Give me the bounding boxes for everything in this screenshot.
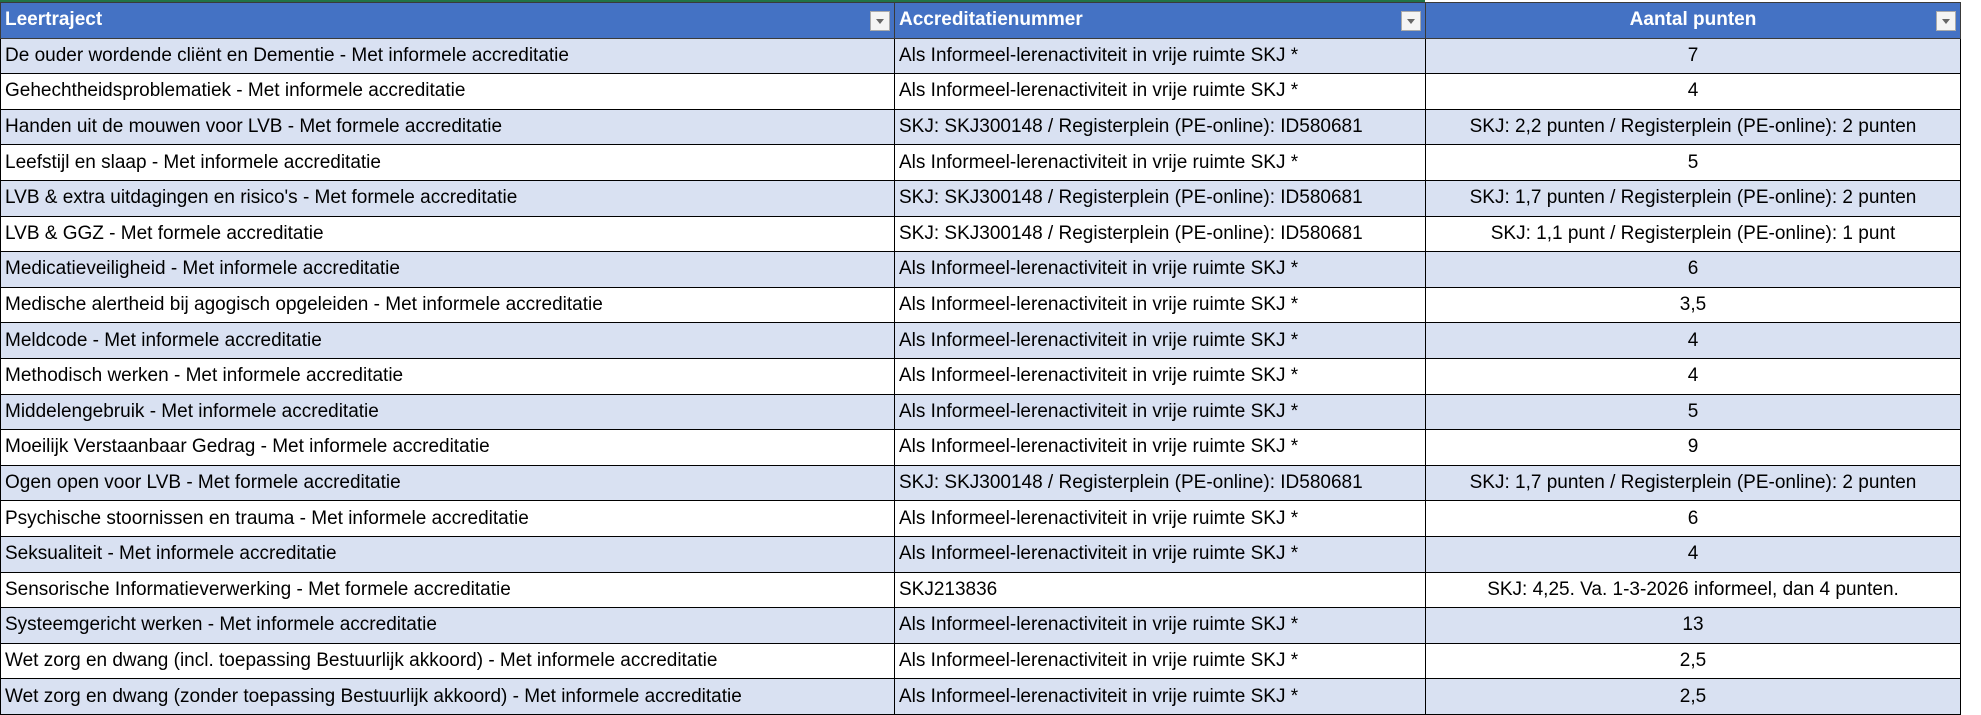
table-row: Wet zorg en dwang (zonder toepassing Bes… — [0, 678, 1961, 715]
cell-aantal-punten[interactable]: SKJ: 1,7 punten / Registerplein (PE-onli… — [1425, 179, 1961, 217]
table-row: Moeilijk Verstaanbaar Gedrag - Met infor… — [0, 429, 1961, 466]
cell-aantal-punten[interactable]: 4 — [1425, 73, 1961, 110]
filter-dropdown-icon[interactable] — [1401, 11, 1421, 31]
table-row: Gehechtheidsproblematiek - Met informele… — [0, 73, 1961, 110]
table-row: Middelengebruik - Met informele accredit… — [0, 393, 1961, 431]
cell-aantal-punten[interactable]: 6 — [1425, 500, 1961, 537]
cell-leertraject[interactable]: LVB & extra uitdagingen en risico's - Me… — [0, 179, 895, 217]
cell-leertraject[interactable]: Seksualiteit - Met informele accreditati… — [0, 535, 895, 573]
cell-aantal-punten[interactable]: SKJ: 1,1 punt / Registerplein (PE-online… — [1425, 215, 1961, 253]
cell-aantal-punten[interactable]: 4 — [1425, 322, 1961, 359]
cell-leertraject[interactable]: Leefstijl en slaap - Met informele accre… — [0, 144, 895, 181]
cell-aantal-punten[interactable]: 5 — [1425, 393, 1961, 431]
table-row: Systeemgericht werken - Met informele ac… — [0, 607, 1961, 644]
cell-accreditatienummer[interactable]: Als Informeel-lerenactiviteit in vrije r… — [894, 642, 1426, 680]
cell-leertraject[interactable]: Wet zorg en dwang (zonder toepassing Bes… — [0, 678, 895, 715]
table-row: Leefstijl en slaap - Met informele accre… — [0, 144, 1961, 181]
table-row: Meldcode - Met informele accreditatie Als… — [0, 322, 1961, 359]
cell-accreditatienummer[interactable]: SKJ: SKJ300148 / Registerplein (PE-onlin… — [894, 108, 1426, 146]
cell-leertraject[interactable]: De ouder wordende cliënt en Dementie - M… — [0, 37, 895, 75]
header-label: Accreditatienummer — [899, 9, 1083, 31]
cell-leertraject[interactable]: Moeilijk Verstaanbaar Gedrag - Met infor… — [0, 429, 895, 466]
cell-leertraject[interactable]: Handen uit de mouwen voor LVB - Met form… — [0, 108, 895, 146]
table-row: LVB & GGZ - Met formele accreditatie SKJ:… — [0, 215, 1961, 253]
cell-leertraject[interactable]: Psychische stoornissen en trauma - Met i… — [0, 500, 895, 537]
header-label: Aantal punten — [1629, 9, 1757, 31]
cell-accreditatienummer[interactable]: Als Informeel-lerenactiviteit in vrije r… — [894, 535, 1426, 573]
cell-accreditatienummer[interactable]: Als Informeel-lerenactiviteit in vrije r… — [894, 429, 1426, 466]
cell-leertraject[interactable]: Wet zorg en dwang (incl. toepassing Best… — [0, 642, 895, 680]
cell-accreditatienummer[interactable]: Als Informeel-lerenactiviteit in vrije r… — [894, 357, 1426, 395]
cell-leertraject[interactable]: Ogen open voor LVB - Met formele accredi… — [0, 464, 895, 502]
table-row: LVB & extra uitdagingen en risico's - Me… — [0, 179, 1961, 217]
cell-aantal-punten[interactable]: 6 — [1425, 251, 1961, 288]
selection-top-border — [0, 0, 1425, 2]
cell-accreditatienummer[interactable]: Als Informeel-lerenactiviteit in vrije r… — [894, 144, 1426, 181]
cell-aantal-punten[interactable]: 2,5 — [1425, 678, 1961, 715]
cell-accreditatienummer[interactable]: Als Informeel-lerenactiviteit in vrije r… — [894, 286, 1426, 324]
filter-dropdown-icon[interactable] — [1936, 11, 1956, 31]
cell-accreditatienummer[interactable]: SKJ213836 — [894, 571, 1426, 609]
table-row: De ouder wordende cliënt en Dementie - M… — [0, 37, 1961, 75]
cell-leertraject[interactable]: Meldcode - Met informele accreditatie — [0, 322, 895, 359]
table-row: Medische alertheid bij agogisch opgeleid… — [0, 286, 1961, 324]
header-row: Leertraject Accreditatienummer Aantal pu… — [0, 2, 1961, 39]
cell-accreditatienummer[interactable]: Als Informeel-lerenactiviteit in vrije r… — [894, 37, 1426, 75]
cell-aantal-punten[interactable]: SKJ: 4,25. Va. 1-3-2026 informeel, dan 4… — [1425, 571, 1961, 609]
cell-aantal-punten[interactable]: 4 — [1425, 535, 1961, 573]
cell-leertraject[interactable]: Medische alertheid bij agogisch opgeleid… — [0, 286, 895, 324]
cell-leertraject[interactable]: Gehechtheidsproblematiek - Met informele… — [0, 73, 895, 110]
cell-accreditatienummer[interactable]: Als Informeel-lerenactiviteit in vrije r… — [894, 251, 1426, 288]
header-leertraject[interactable]: Leertraject — [0, 2, 895, 39]
cell-leertraject[interactable]: Middelengebruik - Met informele accredit… — [0, 393, 895, 431]
cell-aantal-punten[interactable]: 7 — [1425, 37, 1961, 75]
cell-accreditatienummer[interactable]: Als Informeel-lerenactiviteit in vrije r… — [894, 500, 1426, 537]
cell-leertraject[interactable]: Sensorische Informatieverwerking - Met f… — [0, 571, 895, 609]
cell-accreditatienummer[interactable]: SKJ: SKJ300148 / Registerplein (PE-onlin… — [894, 215, 1426, 253]
cell-leertraject[interactable]: Medicatieveiligheid - Met informele accr… — [0, 251, 895, 288]
table-row: Medicatieveiligheid - Met informele accr… — [0, 251, 1961, 288]
table-row: Methodisch werken - Met informele accred… — [0, 357, 1961, 395]
cell-aantal-punten[interactable]: 5 — [1425, 144, 1961, 181]
cell-accreditatienummer[interactable]: Als Informeel-lerenactiviteit in vrije r… — [894, 322, 1426, 359]
cell-aantal-punten[interactable]: 4 — [1425, 357, 1961, 395]
cell-aantal-punten[interactable]: SKJ: 1,7 punten / Registerplein (PE-onli… — [1425, 464, 1961, 502]
table-row: Sensorische Informatieverwerking - Met f… — [0, 571, 1961, 609]
table-row: Psychische stoornissen en trauma - Met i… — [0, 500, 1961, 537]
cell-accreditatienummer[interactable]: SKJ: SKJ300148 / Registerplein (PE-onlin… — [894, 179, 1426, 217]
cell-aantal-punten[interactable]: 13 — [1425, 607, 1961, 644]
cell-accreditatienummer[interactable]: Als Informeel-lerenactiviteit in vrije r… — [894, 607, 1426, 644]
table-row: Handen uit de mouwen voor LVB - Met form… — [0, 108, 1961, 146]
cell-aantal-punten[interactable]: SKJ: 2,2 punten / Registerplein (PE-onli… — [1425, 108, 1961, 146]
header-label: Leertraject — [5, 9, 103, 31]
filter-dropdown-icon[interactable] — [870, 11, 890, 31]
table-row: Wet zorg en dwang (incl. toepassing Best… — [0, 642, 1961, 680]
table-row: Ogen open voor LVB - Met formele accredi… — [0, 464, 1961, 502]
cell-accreditatienummer[interactable]: Als Informeel-lerenactiviteit in vrije r… — [894, 393, 1426, 431]
cell-aantal-punten[interactable]: 9 — [1425, 429, 1961, 466]
header-aantal-punten[interactable]: Aantal punten — [1425, 2, 1961, 39]
cell-accreditatienummer[interactable]: Als Informeel-lerenactiviteit in vrije r… — [894, 678, 1426, 715]
header-accreditatienummer[interactable]: Accreditatienummer — [894, 2, 1426, 39]
cell-leertraject[interactable]: LVB & GGZ - Met formele accreditatie — [0, 215, 895, 253]
cell-accreditatienummer[interactable]: SKJ: SKJ300148 / Registerplein (PE-onlin… — [894, 464, 1426, 502]
cell-leertraject[interactable]: Methodisch werken - Met informele accred… — [0, 357, 895, 395]
cell-accreditatienummer[interactable]: Als Informeel-lerenactiviteit in vrije r… — [894, 73, 1426, 110]
cell-leertraject[interactable]: Systeemgericht werken - Met informele ac… — [0, 607, 895, 644]
cell-aantal-punten[interactable]: 2,5 — [1425, 642, 1961, 680]
cell-aantal-punten[interactable]: 3,5 — [1425, 286, 1961, 324]
table-row: Seksualiteit - Met informele accreditati… — [0, 535, 1961, 573]
